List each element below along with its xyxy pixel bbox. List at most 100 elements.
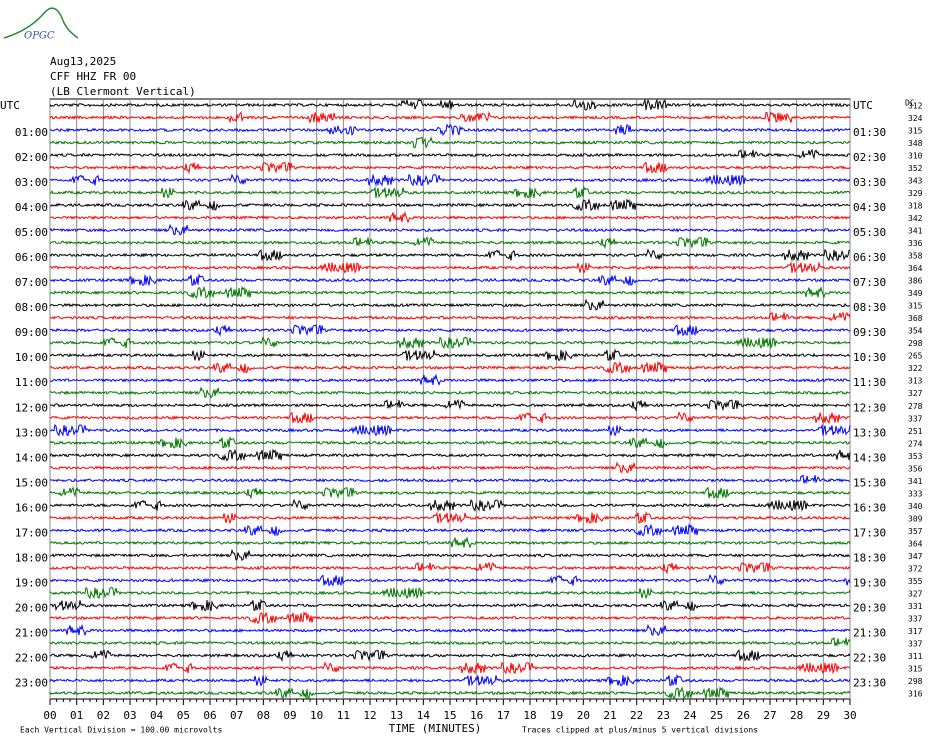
trace — [49, 411, 851, 425]
dc-value: 340 — [908, 502, 923, 511]
dc-value: 274 — [908, 439, 923, 448]
right-time-label: 05:30 — [853, 226, 886, 239]
date: Aug13,2025 — [50, 55, 116, 68]
dc-header: DC — [905, 99, 915, 108]
trace — [49, 185, 851, 199]
x-tick-label: 14 — [417, 709, 431, 722]
dc-value: 310 — [908, 152, 923, 161]
dc-value: 315 — [908, 664, 923, 673]
trace — [49, 548, 851, 561]
station: CFF HHZ FR 00 — [50, 70, 136, 83]
dc-value: 251 — [908, 427, 923, 436]
x-tick-label: 29 — [817, 709, 830, 722]
dc-value: 337 — [908, 414, 923, 423]
trace — [49, 598, 851, 612]
x-tick-label: 10 — [310, 709, 323, 722]
trace — [49, 298, 851, 311]
dc-value: 331 — [908, 602, 923, 611]
right-time-label: 03:30 — [853, 176, 886, 189]
dc-value: 278 — [908, 402, 923, 411]
dc-value: 341 — [908, 227, 923, 236]
right-time-label: 17:30 — [853, 526, 886, 539]
dc-value: 354 — [908, 327, 923, 336]
dc-value: 329 — [908, 189, 923, 198]
x-tick-label: 18 — [523, 709, 536, 722]
trace — [49, 324, 851, 337]
trace — [49, 573, 851, 587]
trace — [49, 285, 851, 299]
right-time-label: 22:30 — [853, 651, 886, 664]
right-time-label: 01:30 — [853, 126, 886, 139]
x-tick-label: 13 — [390, 709, 403, 722]
trace — [49, 423, 851, 437]
dc-value: 372 — [908, 564, 923, 573]
scale-note: Each Vertical Division = 100.00 microvol… — [20, 726, 222, 735]
left-time-label: 07:00 — [15, 276, 48, 289]
x-tick-label: 20 — [577, 709, 590, 722]
dc-value: 324 — [908, 114, 923, 123]
dc-value: 368 — [908, 314, 923, 323]
x-tick-label: 16 — [470, 709, 483, 722]
trace — [49, 498, 851, 512]
left-time-label: 02:00 — [15, 151, 48, 164]
left-time-label: 20:00 — [15, 601, 48, 614]
dc-value: 343 — [908, 177, 923, 186]
dc-value: 337 — [908, 639, 923, 648]
trace — [49, 348, 851, 362]
trace — [49, 623, 851, 637]
x-tick-label: 11 — [337, 709, 350, 722]
x-tick-label: 24 — [683, 709, 697, 722]
dc-value: 337 — [908, 614, 923, 623]
dc-value: 353 — [908, 452, 923, 461]
dc-value: 298 — [908, 339, 923, 348]
trace — [49, 110, 851, 124]
trace — [49, 399, 851, 412]
trace — [49, 223, 851, 236]
x-tick-label: 09 — [283, 709, 296, 722]
dc-value: 265 — [908, 352, 923, 361]
x-tick-label: 01 — [70, 709, 83, 722]
dc-value: 348 — [908, 139, 923, 148]
left-time-label: 04:00 — [15, 201, 48, 214]
dc-value: 327 — [908, 389, 923, 398]
trace — [49, 273, 851, 287]
x-tick-label: 12 — [363, 709, 376, 722]
dc-value: 333 — [908, 489, 923, 498]
left-time-label: UTC — [0, 99, 20, 112]
right-time-label: 06:30 — [853, 251, 886, 264]
left-time-label: 17:00 — [15, 526, 48, 539]
dc-value: 309 — [908, 514, 923, 523]
left-time-label: 21:00 — [15, 626, 48, 639]
x-tick-label: 23 — [657, 709, 670, 722]
dc-value: 316 — [908, 690, 923, 699]
dc-value: 347 — [908, 552, 923, 561]
trace — [49, 373, 851, 387]
left-time-label: 16:00 — [15, 501, 48, 514]
trace — [49, 510, 851, 525]
trace — [49, 248, 851, 262]
location: (LB Clermont Vertical) — [50, 85, 196, 98]
clip-note: Traces clipped at plus/minus 5 vertical … — [522, 726, 758, 735]
right-time-label: 13:30 — [853, 426, 886, 439]
x-tick-label: 30 — [843, 709, 856, 722]
left-time-label: 01:00 — [15, 126, 48, 139]
x-tick-label: 02 — [97, 709, 110, 722]
dc-value: 311 — [908, 652, 923, 661]
right-time-label: UTC — [853, 99, 873, 112]
dc-value: 364 — [908, 539, 923, 548]
right-time-label: 23:30 — [853, 676, 886, 689]
x-tick-label: 27 — [763, 709, 776, 722]
left-time-label: 23:00 — [15, 676, 48, 689]
right-time-label: 11:30 — [853, 376, 886, 389]
right-time-label: 20:30 — [853, 601, 886, 614]
trace — [49, 661, 851, 675]
left-time-label: 13:00 — [15, 426, 48, 439]
trace — [49, 261, 851, 275]
dc-value: 327 — [908, 589, 923, 598]
trace — [49, 536, 851, 549]
dc-value: 386 — [908, 277, 923, 286]
x-tick-label: 07 — [230, 709, 243, 722]
trace — [49, 360, 851, 374]
right-time-label: 14:30 — [853, 451, 886, 464]
dc-value: 322 — [908, 364, 923, 373]
